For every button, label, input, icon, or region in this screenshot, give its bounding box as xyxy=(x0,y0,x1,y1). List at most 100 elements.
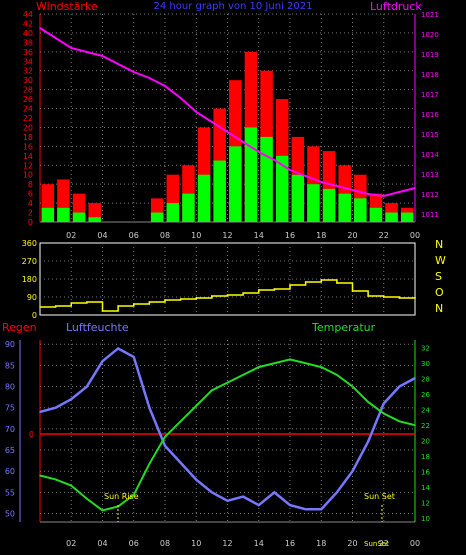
panel3-x-tick-label: 08 xyxy=(160,539,170,548)
compass-label: W xyxy=(435,254,446,267)
wind-bar xyxy=(166,203,180,222)
pressure-point xyxy=(211,121,213,123)
wind-direction-point xyxy=(351,290,354,292)
panel1-x-tick-label: 14 xyxy=(254,231,264,240)
panel1-x-tick-label: 02 xyxy=(66,231,76,240)
humidity-point xyxy=(320,508,323,511)
temperature-tick-label: 24 xyxy=(421,407,430,415)
temperature-tick-label: 18 xyxy=(421,453,430,461)
temperature-point xyxy=(382,412,385,415)
panel3-x-ticks: 02 04 06 08 10 12 14 16 18 20 22 00 xyxy=(66,539,420,548)
temperature-point xyxy=(398,420,401,423)
panel3-x-tick-label: 00 xyxy=(410,539,420,548)
temperature-ticks: 10 12 14 16 18 20 22 24 26 28 30 32 xyxy=(421,345,430,523)
wind-bar xyxy=(150,212,164,222)
wind-tick-label: 14 xyxy=(23,152,33,161)
wind-bar xyxy=(213,160,226,222)
pressure-point xyxy=(273,159,276,161)
humidity-point xyxy=(273,491,276,494)
wind-bar xyxy=(291,174,305,222)
wind-bar xyxy=(197,174,211,222)
wind-bars xyxy=(41,51,414,223)
wind-direction-point xyxy=(398,297,401,299)
wind-direction-point xyxy=(164,299,166,301)
temperature-point xyxy=(257,366,260,368)
pressure-point xyxy=(86,51,88,53)
wind-direction-point xyxy=(257,289,260,291)
pressure-tick-label: 1017 xyxy=(421,91,439,99)
temperature-point xyxy=(86,497,88,500)
wind-tick-label: 12 xyxy=(23,161,33,170)
wind-bar xyxy=(244,127,258,222)
wind-direction-point xyxy=(132,303,135,305)
wind-bar xyxy=(354,198,367,222)
panel1-grid xyxy=(40,13,415,222)
wind-tick-label: 4 xyxy=(28,199,33,208)
temperature-point xyxy=(54,478,57,481)
humidity-temperature-lines xyxy=(39,346,416,512)
pressure-point xyxy=(164,85,166,87)
temperature-tick-label: 20 xyxy=(421,438,430,446)
sun-set-bottom-label: SunSet xyxy=(364,540,389,548)
wind-tick-label: 22 xyxy=(23,114,33,123)
wind-tick-label: 30 xyxy=(23,76,33,85)
regen-label: Regen xyxy=(2,321,37,334)
temperature-point xyxy=(195,405,198,407)
temperature-tick-label: 12 xyxy=(421,500,430,508)
wind-tick-label: 36 xyxy=(23,48,33,57)
wind-tick-label: 2 xyxy=(28,209,33,218)
humidity-point xyxy=(304,508,307,511)
panel3-x-tick-label: 20 xyxy=(347,539,357,548)
humidity-point xyxy=(289,504,291,506)
pressure-ticks: 1011 1012 1013 1014 1015 1016 1017 1018 1019 1020… xyxy=(421,11,439,219)
compass-label: O xyxy=(435,286,444,299)
temperature-point xyxy=(70,484,73,487)
pressure-point xyxy=(226,131,229,133)
humidity-point xyxy=(39,411,41,413)
panel3-x-tick-label: 18 xyxy=(316,539,326,548)
wind-direction-point xyxy=(382,296,385,298)
humidity-point xyxy=(351,470,354,473)
pressure-tick-label: 1019 xyxy=(421,51,439,59)
wind-bar xyxy=(260,136,273,222)
compass-label: N xyxy=(435,238,443,251)
wind-bar xyxy=(229,146,242,222)
pressure-point xyxy=(195,111,198,113)
wind-tick-label: 32 xyxy=(23,67,33,76)
temperature-tick-label: 10 xyxy=(421,515,430,523)
pressure-point xyxy=(351,189,354,191)
humidity-ticks: 50 55 60 65 70 75 80 85 90 xyxy=(5,340,15,518)
humidity-point xyxy=(195,478,198,481)
wind-tick-label: 0 xyxy=(28,218,33,227)
temperature-tick-label: 30 xyxy=(421,360,430,368)
wind-tick-label: 26 xyxy=(23,95,33,104)
pressure-point xyxy=(257,151,260,153)
direction-tick-label: 360 xyxy=(22,239,37,248)
pressure-tick-label: 1014 xyxy=(421,151,439,159)
humidity-tick-label: 55 xyxy=(5,488,15,497)
sun-set-label: Sun Set xyxy=(364,492,395,501)
sun-rise-label: Sun Rise xyxy=(104,492,139,501)
wind-bar xyxy=(385,212,398,222)
pressure-point xyxy=(414,187,416,189)
wind-direction-point xyxy=(320,279,323,281)
wind-tick-label: 20 xyxy=(23,123,33,132)
pressure-line xyxy=(39,27,416,198)
wind-direction-point xyxy=(304,281,307,283)
wind-bar xyxy=(369,207,383,222)
wind-bar xyxy=(400,212,414,222)
panel3-x-tick-label: 02 xyxy=(66,539,76,548)
wind-tick-label: 44 xyxy=(23,10,33,19)
temperature-point xyxy=(414,424,416,426)
panel1-x-tick-label: 20 xyxy=(347,231,357,240)
panel-wind-pressure: 24 hour graph von 10 Juni 2021 Windstärk… xyxy=(23,0,440,240)
temperature-tick-label: 14 xyxy=(421,484,430,492)
temperatur-label: Temperatur xyxy=(311,321,376,334)
pressure-point xyxy=(132,71,135,73)
pressure-tick-label: 1013 xyxy=(421,171,439,179)
wind-direction-point xyxy=(336,282,338,284)
panel1-x-tick-label: 00 xyxy=(410,231,420,240)
humidity-point xyxy=(132,356,135,358)
temperature-point xyxy=(351,385,354,388)
